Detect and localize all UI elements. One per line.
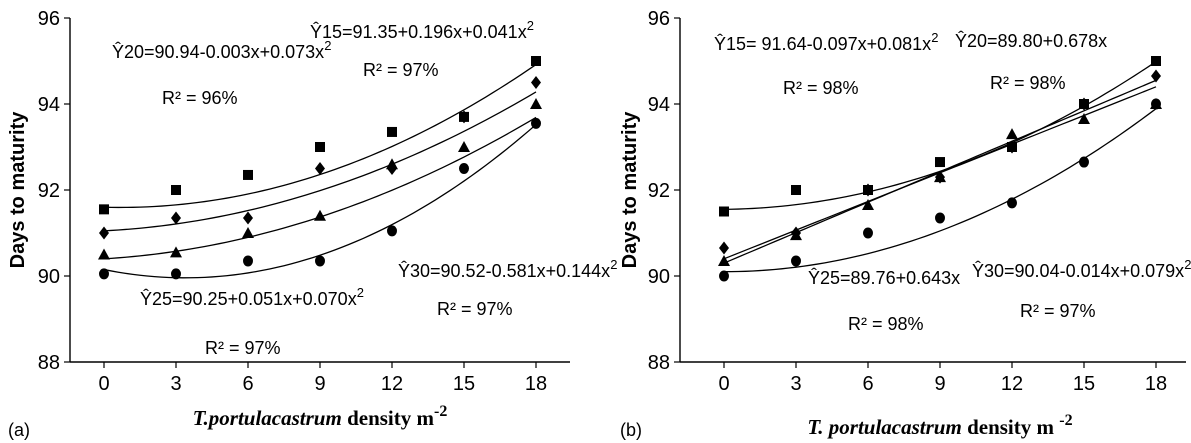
panel-b-label: (b)	[620, 420, 642, 440]
data-point-triangle	[790, 229, 802, 241]
panel-b: (b) 88 90 92 94 96 0 3 6 9 12 15 18 Days to maturity…	[619, 8, 1191, 440]
data-point-circle	[935, 212, 945, 224]
data-point-circle	[99, 268, 109, 280]
x-tick-label: 9	[934, 373, 945, 395]
regression-equation: Ŷ15= 91.64-0.097x+0.081x2	[714, 30, 938, 54]
regression-equation: Ŷ30=90.04-0.014x+0.079x2	[972, 257, 1191, 281]
regression-equation: Ŷ20=90.94-0.003x+0.073x2	[112, 38, 331, 62]
regression-equation: Ŷ25=90.25+0.051x+0.070x2	[140, 285, 364, 309]
regression-equation: Ŷ15=91.35+0.196x+0.041x2	[310, 18, 534, 42]
data-point-circle	[243, 255, 253, 267]
data-point-square	[171, 185, 181, 195]
data-point-triangle	[1078, 113, 1090, 125]
y-tick-label: 88	[38, 352, 60, 374]
data-point-circle	[459, 163, 469, 174]
regression-equation: Ŷ25=89.76+0.643x	[808, 268, 960, 288]
y-tick-label: 88	[648, 352, 670, 374]
r-squared-label: R² = 96%	[162, 88, 238, 108]
data-point-triangle	[1006, 128, 1018, 140]
y-tick-label: 94	[648, 94, 670, 116]
y-tick-label: 92	[38, 180, 60, 202]
r-squared-label: R² = 98%	[990, 73, 1066, 93]
data-point-diamond	[531, 76, 541, 89]
data-point-square	[315, 142, 325, 152]
data-point-circle	[1007, 197, 1017, 209]
fit-curve-circle	[723, 108, 1157, 273]
r-squared-label: R² = 98%	[848, 314, 924, 334]
data-point-square	[935, 157, 945, 168]
y-tick-label: 90	[648, 266, 670, 288]
data-point-square	[791, 185, 801, 195]
data-point-triangle	[98, 248, 110, 260]
data-point-circle	[387, 225, 397, 237]
data-point-circle	[719, 270, 729, 282]
x-tick-label: 12	[381, 373, 403, 395]
x-tick-label: 15	[1073, 373, 1095, 395]
data-point-diamond	[315, 162, 325, 175]
fit-curve-triangle	[103, 116, 537, 260]
data-point-diamond	[863, 183, 873, 197]
x-tick-label: 0	[98, 373, 109, 395]
x-tick-label: 9	[314, 373, 325, 395]
data-point-circle	[1079, 156, 1089, 168]
data-point-circle	[863, 227, 873, 239]
x-tick-label: 15	[453, 373, 475, 395]
y-tick-label: 96	[648, 8, 670, 30]
y-tick-label: 92	[648, 180, 670, 202]
data-point-triangle	[386, 158, 398, 170]
data-point-triangle	[170, 246, 182, 258]
x-tick-label: 3	[790, 373, 801, 395]
data-point-circle	[171, 268, 181, 280]
x-tick-label: 18	[525, 373, 547, 395]
regression-equation: Ŷ30=90.52-0.581x+0.144x2	[398, 257, 617, 281]
data-point-square	[1151, 56, 1161, 66]
data-point-diamond	[1151, 69, 1161, 83]
data-point-square	[387, 126, 397, 137]
data-point-circle	[791, 255, 801, 267]
r-squared-label: R² = 97%	[205, 338, 281, 358]
data-point-diamond	[243, 211, 253, 225]
r-squared-label: R² = 97%	[437, 299, 513, 319]
regression-equation: Ŷ20=89.80+0.678x	[955, 31, 1107, 51]
data-point-square	[531, 56, 541, 66]
x-tick-label: 6	[862, 373, 873, 395]
data-point-diamond	[1079, 97, 1089, 111]
y-tick-label: 90	[38, 266, 60, 288]
data-point-triangle	[314, 209, 326, 221]
x-tick-label: 3	[170, 373, 181, 395]
data-point-triangle	[862, 199, 874, 211]
data-point-square	[719, 206, 729, 217]
panel-a-label: (a)	[8, 420, 30, 440]
r-squared-label: R² = 97%	[1020, 301, 1096, 321]
data-point-diamond	[99, 226, 109, 240]
panel-a: (a) 88 90 92 94 96 0 3 6 9 12 15 18 Days to maturity…	[7, 8, 617, 440]
y-axis-label: Days to maturity	[7, 111, 29, 269]
x-tick-label: 18	[1145, 373, 1167, 395]
x-tick-label: 0	[718, 373, 729, 395]
data-point-diamond	[459, 110, 469, 124]
y-tick-label: 96	[38, 8, 60, 30]
data-point-triangle	[934, 171, 946, 183]
fit-curve-square	[103, 64, 537, 209]
data-point-circle	[531, 117, 541, 129]
x-axis-label: T.portulacastrum density m-2	[193, 403, 448, 430]
data-point-triangle	[458, 141, 470, 152]
x-tick-label: 12	[1001, 373, 1023, 395]
data-point-circle	[315, 255, 325, 267]
data-point-diamond	[719, 241, 729, 255]
data-point-circle	[1151, 98, 1161, 110]
r-squared-label: R² = 97%	[363, 60, 439, 80]
data-point-triangle	[242, 227, 254, 238]
r-squared-label: R² = 98%	[783, 78, 859, 98]
data-point-diamond	[171, 211, 181, 225]
x-axis-label: T. portulacastrum density m -2	[807, 412, 1072, 439]
data-point-triangle	[530, 98, 542, 109]
data-point-triangle	[718, 254, 730, 266]
data-point-square	[99, 204, 109, 215]
x-tick-label: 6	[242, 373, 253, 395]
y-tick-label: 94	[38, 94, 60, 116]
data-point-square	[243, 169, 253, 180]
y-axis-label: Days to maturity	[619, 111, 641, 269]
